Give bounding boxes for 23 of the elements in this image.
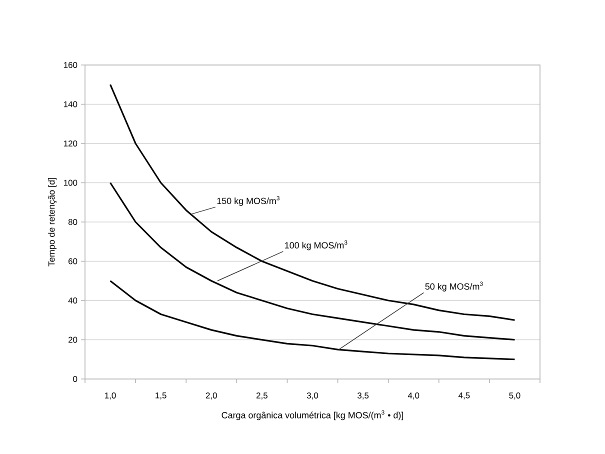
y-tick-label: 100 bbox=[64, 180, 78, 186]
y-tick-label: 120 bbox=[64, 140, 78, 146]
x-tick-label: 4,5 bbox=[458, 392, 470, 400]
x-tick-label: 4,0 bbox=[408, 392, 420, 400]
x-tick-label: 2,0 bbox=[206, 392, 217, 400]
y-tick-label: 140 bbox=[64, 101, 78, 108]
annotation: 50 kg MOS/m$^{3}$ bbox=[425, 282, 483, 292]
x-tick-label: 3,0 bbox=[306, 392, 318, 400]
annotation: 100 kg MOS/m$^{3}$ bbox=[285, 240, 348, 250]
y-axis-title: Tempo de retenção [d] bbox=[48, 178, 57, 266]
x-tick-label: 1,5 bbox=[156, 392, 166, 400]
y-tick-label: 0 bbox=[73, 376, 78, 382]
y-tick-label: 20 bbox=[68, 336, 78, 343]
x-tick-label: 1,0 bbox=[105, 392, 116, 400]
x-axis-title: Carga orgânica volumétrica [kg MOS/(m$^{3}$ • d)] bbox=[222, 410, 404, 420]
y-tick-label: 80 bbox=[68, 219, 78, 225]
y-tick-label: 160 bbox=[64, 62, 78, 68]
x-tick-label: 3,5 bbox=[358, 392, 369, 400]
y-tick-label: 60 bbox=[68, 258, 78, 264]
x-tick-label: 2,5 bbox=[256, 392, 268, 400]
y-tick-label: 40 bbox=[68, 298, 78, 304]
x-tick-label: 5,0 bbox=[509, 392, 520, 400]
annotation: 150 kg MOS/m$^{3}$ bbox=[217, 196, 280, 206]
